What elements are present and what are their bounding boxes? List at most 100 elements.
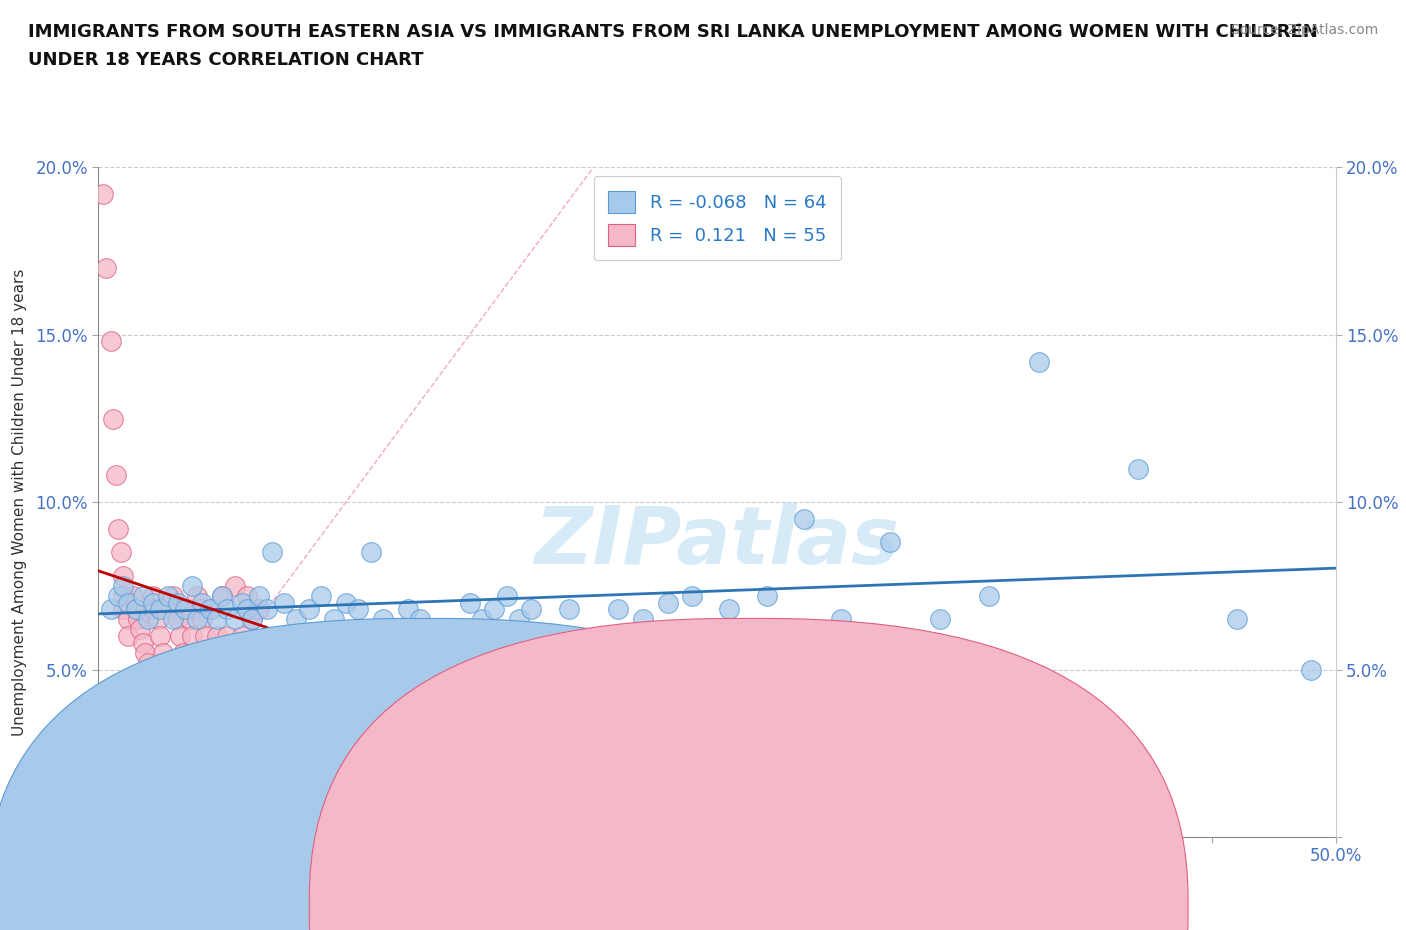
Point	[136, 612, 159, 627]
Point	[240, 612, 263, 627]
Point	[124, 602, 146, 617]
Point	[231, 595, 253, 610]
Point	[162, 612, 184, 627]
Point	[322, 612, 344, 627]
Point	[100, 334, 122, 349]
Point	[240, 612, 263, 627]
Point	[132, 635, 155, 650]
Point	[165, 602, 187, 617]
Point	[117, 629, 139, 644]
Point	[471, 612, 494, 627]
Point	[1028, 354, 1050, 369]
Point	[718, 602, 741, 617]
Point	[657, 736, 679, 751]
Point	[149, 602, 172, 617]
Point	[1126, 461, 1149, 476]
Point	[112, 578, 135, 593]
Point	[100, 602, 122, 617]
Point	[186, 612, 208, 627]
Point	[607, 602, 630, 617]
Text: UNDER 18 YEARS CORRELATION CHART: UNDER 18 YEARS CORRELATION CHART	[28, 51, 423, 69]
Point	[112, 568, 135, 583]
Point	[211, 589, 233, 604]
Point	[162, 589, 184, 604]
Point	[194, 629, 217, 644]
Point	[236, 602, 259, 617]
Point	[520, 602, 543, 617]
Point	[94, 260, 117, 275]
Point	[155, 656, 177, 671]
Legend: R = -0.068   N = 64, R =  0.121   N = 55: R = -0.068 N = 64, R = 0.121 N = 55	[593, 177, 841, 260]
Point	[211, 589, 233, 604]
Point	[458, 595, 481, 610]
Point	[117, 612, 139, 627]
Point	[631, 612, 654, 627]
Point	[129, 622, 152, 637]
Point	[371, 612, 394, 627]
Y-axis label: Unemployment Among Women with Children Under 18 years: Unemployment Among Women with Children U…	[13, 269, 27, 736]
Point	[224, 578, 246, 593]
Point	[132, 589, 155, 604]
Point	[142, 602, 165, 617]
Point	[224, 612, 246, 627]
Point	[181, 578, 204, 593]
Point	[191, 612, 214, 627]
Point	[117, 595, 139, 610]
Text: IMMIGRANTS FROM SOUTH EASTERN ASIA VS IMMIGRANTS FROM SRI LANKA UNEMPLOYMENT AMO: IMMIGRANTS FROM SOUTH EASTERN ASIA VS IM…	[28, 23, 1317, 41]
Point	[508, 612, 530, 627]
Point	[298, 602, 321, 617]
Point	[122, 589, 145, 604]
Point	[260, 545, 283, 560]
Point	[198, 602, 221, 617]
Point	[384, 645, 406, 660]
Point	[201, 602, 224, 617]
Point	[159, 679, 181, 694]
Point	[191, 595, 214, 610]
Point	[360, 545, 382, 560]
Point	[979, 589, 1001, 604]
Point	[247, 589, 270, 604]
Point	[107, 589, 129, 604]
Point	[195, 645, 218, 660]
Point	[205, 629, 228, 644]
Point	[582, 662, 605, 677]
Point	[124, 602, 146, 617]
Point	[104, 468, 127, 483]
Point	[156, 589, 179, 604]
Point	[146, 612, 169, 627]
Point	[273, 595, 295, 610]
Point	[657, 595, 679, 610]
Point	[156, 669, 179, 684]
Text: Immigrants from Sri Lanka: Immigrants from Sri Lanka	[773, 897, 994, 916]
Point	[103, 411, 125, 426]
Point	[174, 602, 197, 617]
Point	[142, 589, 165, 604]
Point	[1226, 612, 1249, 627]
Point	[205, 612, 228, 627]
Point	[347, 602, 370, 617]
Text: ZIPatlas: ZIPatlas	[534, 503, 900, 581]
Point	[176, 602, 198, 617]
Point	[830, 612, 852, 627]
Text: Source: ZipAtlas.com: Source: ZipAtlas.com	[1230, 23, 1378, 37]
Point	[484, 602, 506, 617]
Point	[166, 595, 188, 610]
Point	[335, 595, 357, 610]
Point	[231, 629, 253, 644]
Point	[127, 612, 149, 627]
Point	[285, 612, 308, 627]
Point	[198, 662, 221, 677]
Point	[256, 602, 278, 617]
Point	[169, 629, 191, 644]
Point	[142, 595, 165, 610]
Point	[107, 522, 129, 537]
Point	[136, 656, 159, 671]
Point	[172, 645, 194, 660]
Point	[495, 589, 517, 604]
Point	[149, 629, 172, 644]
Point	[134, 645, 156, 660]
Point	[928, 612, 950, 627]
Text: Immigrants from South Eastern Asia: Immigrants from South Eastern Asia	[450, 897, 751, 916]
Point	[188, 602, 211, 617]
Point	[112, 602, 135, 617]
